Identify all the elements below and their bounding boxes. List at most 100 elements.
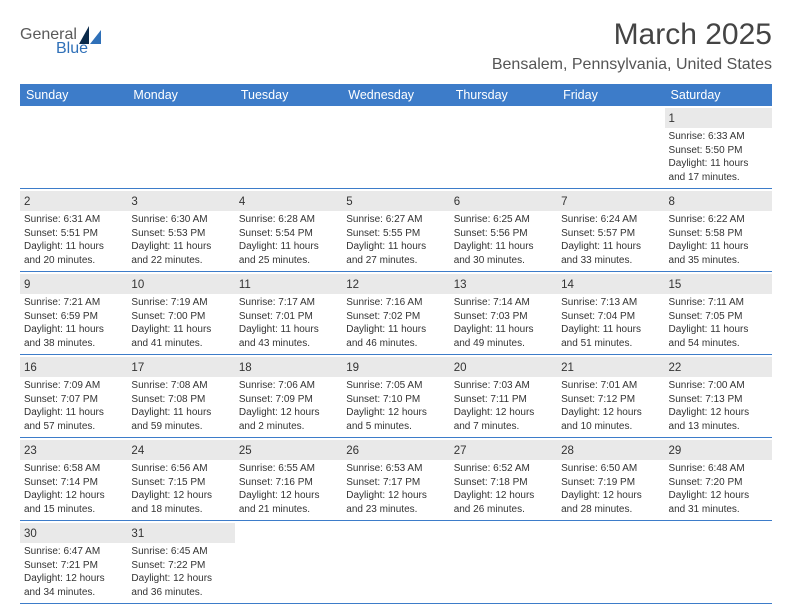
day-info-line: and 35 minutes.: [669, 254, 768, 268]
day-info: Sunrise: 7:21 AMSunset: 6:59 PMDaylight:…: [24, 296, 123, 350]
day-info: Sunrise: 6:52 AMSunset: 7:18 PMDaylight:…: [454, 462, 553, 516]
calendar-cell: 5Sunrise: 6:27 AMSunset: 5:55 PMDaylight…: [342, 189, 449, 271]
day-number-strip: 29: [665, 440, 772, 460]
day-number-strip: 4: [235, 191, 342, 211]
day-number-strip: 28: [557, 440, 664, 460]
day-number-strip: 6: [450, 191, 557, 211]
day-number-strip: 9: [20, 274, 127, 294]
day-info: Sunrise: 6:25 AMSunset: 5:56 PMDaylight:…: [454, 213, 553, 267]
calendar-cell: [235, 521, 342, 603]
day-info-line: Sunset: 7:15 PM: [131, 476, 230, 490]
day-info-line: Sunrise: 6:55 AM: [239, 462, 338, 476]
day-info-line: Sunset: 5:50 PM: [669, 144, 768, 158]
calendar-cell: 26Sunrise: 6:53 AMSunset: 7:17 PMDayligh…: [342, 438, 449, 520]
day-number: 10: [131, 279, 144, 291]
day-info-line: Sunrise: 7:05 AM: [346, 379, 445, 393]
day-number-strip: 12: [342, 274, 449, 294]
day-info-line: Sunset: 5:58 PM: [669, 227, 768, 241]
day-info-line: and 26 minutes.: [454, 503, 553, 517]
day-info: Sunrise: 6:24 AMSunset: 5:57 PMDaylight:…: [561, 213, 660, 267]
day-info-line: and 59 minutes.: [131, 420, 230, 434]
day-number: 28: [561, 445, 574, 457]
day-info-line: and 2 minutes.: [239, 420, 338, 434]
day-info-line: Sunrise: 7:00 AM: [669, 379, 768, 393]
day-info: Sunrise: 7:13 AMSunset: 7:04 PMDaylight:…: [561, 296, 660, 350]
day-info-line: Sunrise: 6:28 AM: [239, 213, 338, 227]
day-info-line: and 43 minutes.: [239, 337, 338, 351]
day-info: Sunrise: 6:22 AMSunset: 5:58 PMDaylight:…: [669, 213, 768, 267]
day-number: 15: [669, 279, 682, 291]
day-number-strip: 30: [20, 523, 127, 543]
day-info-line: Sunrise: 6:31 AM: [24, 213, 123, 227]
day-info-line: Sunset: 7:18 PM: [454, 476, 553, 490]
day-info-line: Sunset: 5:56 PM: [454, 227, 553, 241]
day-number-strip: 21: [557, 357, 664, 377]
calendar-header-cell: Saturday: [665, 84, 772, 106]
day-number-strip: 19: [342, 357, 449, 377]
day-info-line: and 23 minutes.: [346, 503, 445, 517]
day-info-line: and 22 minutes.: [131, 254, 230, 268]
day-info: Sunrise: 6:50 AMSunset: 7:19 PMDaylight:…: [561, 462, 660, 516]
day-info: Sunrise: 7:05 AMSunset: 7:10 PMDaylight:…: [346, 379, 445, 433]
day-info: Sunrise: 7:17 AMSunset: 7:01 PMDaylight:…: [239, 296, 338, 350]
calendar-cell: 28 Sunrise: 6:50 AMSunset: 7:19 PMDayligh…: [557, 438, 664, 520]
day-info-line: and 21 minutes.: [239, 503, 338, 517]
day-info: Sunrise: 7:03 AMSunset: 7:11 PMDaylight:…: [454, 379, 553, 433]
calendar-cell: 8Sunrise: 6:22 AMSunset: 5:58 PMDaylight…: [665, 189, 772, 271]
day-number-strip: 13: [450, 274, 557, 294]
day-info-line: Sunrise: 6:33 AM: [669, 130, 768, 144]
day-number-strip: 20: [450, 357, 557, 377]
day-number-strip: 3: [127, 191, 234, 211]
day-info: Sunrise: 6:33 AMSunset: 5:50 PMDaylight:…: [669, 130, 768, 184]
day-info-line: Sunrise: 7:17 AM: [239, 296, 338, 310]
calendar-week: 30Sunrise: 6:47 AMSunset: 7:21 PMDayligh…: [20, 521, 772, 604]
day-info-line: Sunset: 7:05 PM: [669, 310, 768, 324]
day-info-line: Daylight: 11 hours: [561, 240, 660, 254]
day-number: 11: [239, 279, 251, 291]
day-number: 25: [239, 445, 252, 457]
day-info-line: Sunset: 7:08 PM: [131, 393, 230, 407]
day-info-line: Sunrise: 6:50 AM: [561, 462, 660, 476]
day-info-line: Daylight: 12 hours: [669, 489, 768, 503]
day-info-line: Daylight: 11 hours: [346, 240, 445, 254]
day-info-line: and 18 minutes.: [131, 503, 230, 517]
day-number: 23: [24, 445, 37, 457]
day-info-line: Sunrise: 6:25 AM: [454, 213, 553, 227]
calendar-header-cell: Tuesday: [235, 84, 342, 106]
calendar-cell: 24Sunrise: 6:56 AMSunset: 7:15 PMDayligh…: [127, 438, 234, 520]
day-info-line: Sunset: 7:20 PM: [669, 476, 768, 490]
day-info-line: Sunset: 7:12 PM: [561, 393, 660, 407]
day-number: 17: [131, 362, 144, 374]
calendar: SundayMondayTuesdayWednesdayThursdayFrid…: [20, 84, 772, 604]
day-number: 16: [24, 362, 37, 374]
calendar-cell: 31Sunrise: 6:45 AMSunset: 7:22 PMDayligh…: [127, 521, 234, 603]
day-info: Sunrise: 7:16 AMSunset: 7:02 PMDaylight:…: [346, 296, 445, 350]
day-info-line: and 5 minutes.: [346, 420, 445, 434]
day-number: 12: [346, 279, 359, 291]
day-number-strip: 1: [665, 108, 772, 128]
day-info-line: Sunrise: 6:56 AM: [131, 462, 230, 476]
day-info-line: Daylight: 12 hours: [669, 406, 768, 420]
day-info: Sunrise: 7:09 AMSunset: 7:07 PMDaylight:…: [24, 379, 123, 433]
day-info-line: Sunset: 5:55 PM: [346, 227, 445, 241]
day-number-strip: 23: [20, 440, 127, 460]
day-info-line: Sunset: 7:10 PM: [346, 393, 445, 407]
day-info-line: Daylight: 12 hours: [346, 489, 445, 503]
day-number-strip: 17: [127, 357, 234, 377]
day-info-line: Daylight: 12 hours: [24, 489, 123, 503]
day-number: 21: [561, 362, 574, 374]
calendar-cell: [665, 521, 772, 603]
calendar-cell: 17Sunrise: 7:08 AMSunset: 7:08 PMDayligh…: [127, 355, 234, 437]
day-info-line: and 20 minutes.: [24, 254, 123, 268]
calendar-week: 1Sunrise: 6:33 AMSunset: 5:50 PMDaylight…: [20, 106, 772, 189]
day-info: Sunrise: 7:19 AMSunset: 7:00 PMDaylight:…: [131, 296, 230, 350]
day-info-line: Daylight: 11 hours: [131, 240, 230, 254]
day-info-line: Sunrise: 6:48 AM: [669, 462, 768, 476]
day-number-strip: 16: [20, 357, 127, 377]
calendar-week: 2Sunrise: 6:31 AMSunset: 5:51 PMDaylight…: [20, 189, 772, 272]
day-info-line: Daylight: 12 hours: [131, 489, 230, 503]
day-info-line: Sunrise: 7:08 AM: [131, 379, 230, 393]
day-info-line: and 31 minutes.: [669, 503, 768, 517]
day-info-line: Daylight: 11 hours: [669, 323, 768, 337]
day-info-line: Sunset: 7:22 PM: [131, 559, 230, 573]
